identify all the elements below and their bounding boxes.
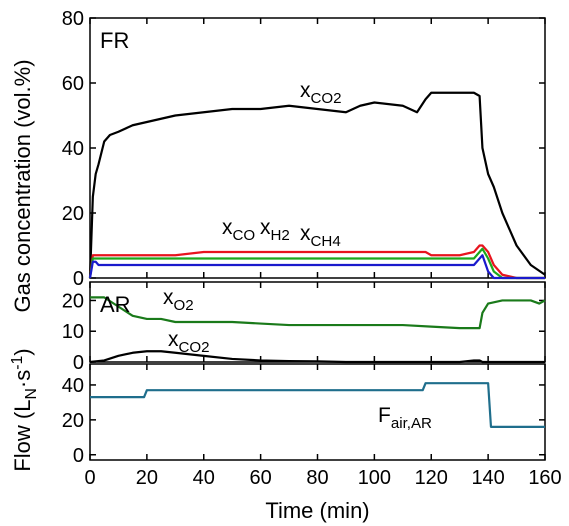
series-label-sub: CO (233, 227, 256, 244)
x-tick-label: 0 (84, 467, 95, 489)
y-tick-label: 0 (73, 268, 84, 290)
y-tick-label: 40 (62, 138, 84, 160)
series-label: xH2 (260, 216, 290, 244)
x-tick-label: 40 (193, 467, 215, 489)
series-line (88, 247, 545, 280)
series-label-main: x (300, 222, 311, 245)
plot-frame (89, 363, 546, 461)
series-label: xO2 (163, 286, 194, 314)
series-label-main: x (300, 79, 311, 102)
x-tick-label: 140 (471, 467, 504, 489)
series-label-main: x (168, 328, 179, 351)
series-label-sub: H2 (271, 227, 290, 244)
series-label-sub: CO2 (311, 90, 342, 107)
series-label-main: x (260, 216, 271, 239)
series-label: xCO (222, 216, 255, 244)
y-tick-label: 80 (62, 8, 84, 30)
plot-frame (89, 281, 546, 363)
x-tick-label: 100 (358, 467, 391, 489)
series-line (90, 382, 545, 428)
y-axis-title-sup: -1 (9, 355, 26, 369)
series-line (90, 296, 546, 330)
series-label-main: F (378, 404, 391, 427)
x-tick-label: 120 (415, 467, 448, 489)
x-tick-label: 80 (306, 467, 328, 489)
panel-label: AR (100, 292, 131, 317)
panel-label: FR (100, 28, 129, 53)
series-line (88, 254, 545, 280)
y-axis-title-end: ) (10, 348, 35, 355)
series-label: xCH4 (300, 222, 341, 250)
series-label: Fair,AR (378, 404, 432, 432)
y-tick-label: 0 (73, 352, 84, 374)
x-tick-label: 20 (136, 467, 158, 489)
series-line (88, 244, 545, 280)
series-label-sub: CO2 (179, 339, 210, 356)
series-label-sub: O2 (174, 297, 194, 314)
x-axis-title: Time (min) (265, 498, 369, 523)
series-label-sub: CH4 (311, 233, 341, 250)
series-label: xCO2 (168, 328, 210, 356)
series-line (89, 350, 545, 364)
series-label: xCO2 (300, 79, 342, 107)
y-tick-label: 20 (62, 410, 84, 432)
y-tick-label: 20 (62, 203, 84, 225)
series-label-sub: air,AR (391, 415, 432, 432)
y-axis-title: Gas concentration (vol.%) (10, 59, 35, 312)
y-tick-label: 60 (62, 73, 84, 95)
y-axis-title-main: Flow (L (10, 400, 35, 472)
y-axis-title: Flow (LN·s-1) (9, 348, 40, 471)
y-tick-label: 10 (62, 321, 84, 343)
series-label-main: x (163, 286, 174, 309)
x-tick-label: 60 (250, 467, 272, 489)
series-line (88, 91, 546, 279)
y-tick-label: 40 (62, 375, 84, 397)
x-tick-label: 160 (528, 467, 561, 489)
series-label-main: x (222, 216, 233, 239)
y-axis-title-mid: ·s (10, 370, 35, 388)
y-tick-label: 0 (73, 445, 84, 467)
y-axis-title-sub: N (23, 388, 40, 399)
y-tick-label: 20 (62, 290, 84, 312)
